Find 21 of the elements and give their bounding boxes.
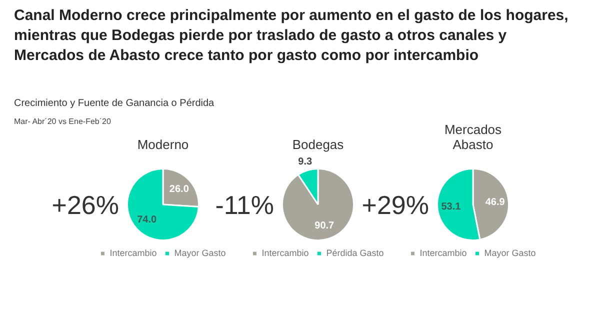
data-label: 90.7 [314,220,335,232]
data-label: 9.3 [298,156,312,168]
data-label: 53.1 [441,201,462,212]
text: +26% [52,190,119,221]
text: Crecimiento y Fuente de Ganancia o Pérdida [14,98,216,109]
legend-label: Pérdida Gasto [326,248,384,258]
data-label: 46.9 [485,197,506,208]
text: Mar- Abr´20 vs Ene-Feb´20 [14,117,111,126]
text: -11% [215,190,274,221]
chart-title: Moderno [136,136,190,152]
legend-label: Intercambio [110,248,157,258]
data-label: 74.0 [137,214,158,226]
text: Canal Moderno crece principalmente por aumento en el gasto de los hogares, mientras que Bodegas pierde por traslado de gasto a otros canales y Mercados de Abasto crece tanto por gasto como por intercambio [14,6,570,66]
data-label: 26.0 [169,184,190,196]
chart-title: Bodegas [291,136,345,152]
legend-label: Mayor Gasto [174,248,226,258]
legend-label: Intercambio [420,248,467,258]
chart-title: Mercados Abasto [443,121,503,152]
legend-label: Intercambio [262,248,309,258]
legend-label: Mayor Gasto [484,248,536,258]
text: +29% [362,190,429,221]
